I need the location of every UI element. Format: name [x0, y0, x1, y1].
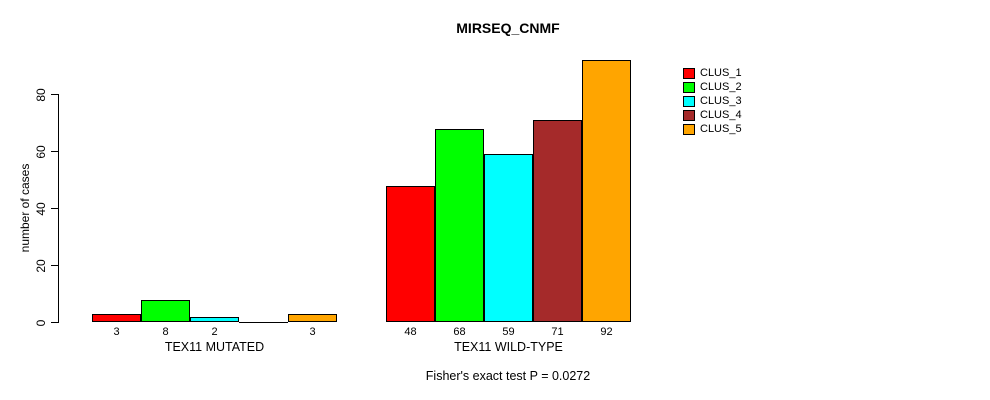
legend-label: CLUS_4 — [700, 109, 742, 122]
category-label: TEX11 WILD-TYPE — [454, 340, 563, 354]
y-axis-tick — [51, 151, 58, 152]
bar-clus_1-group1 — [92, 313, 141, 323]
y-axis-tick-label: 0 — [34, 319, 48, 326]
legend-item-clus_2: CLUS_2 — [683, 80, 742, 94]
y-axis-label: number of cases — [18, 163, 32, 253]
category-label: TEX11 MUTATED — [164, 340, 265, 354]
y-axis-line — [58, 94, 59, 323]
y-axis-tick-label: 80 — [34, 87, 48, 102]
y-axis-tick — [51, 208, 58, 209]
bar-clus_5-group2 — [582, 60, 631, 323]
bar-clus_3-group1 — [190, 316, 239, 323]
bar-clus_2-group1 — [141, 299, 190, 323]
legend-item-clus_3: CLUS_3 — [683, 94, 742, 108]
legend-label: CLUS_2 — [700, 80, 742, 93]
legend-swatch-icon — [683, 81, 695, 93]
bar-value-label: 71 — [551, 326, 564, 338]
bar-clus_4-group2 — [533, 120, 582, 323]
chart-title: MIRSEQ_CNMF — [456, 20, 560, 36]
legend-label: CLUS_5 — [700, 123, 742, 136]
legend-swatch-icon — [683, 95, 695, 107]
bar-value-label: 2 — [211, 326, 218, 338]
bar-clus_2-group2 — [435, 128, 484, 323]
bar-value-label: 8 — [162, 326, 169, 338]
y-axis-tick — [51, 322, 58, 323]
legend-swatch-icon — [683, 67, 695, 79]
bar-value-label: 3 — [113, 326, 120, 338]
legend-item-clus_4: CLUS_4 — [683, 109, 742, 123]
bar-value-label: 59 — [502, 326, 515, 338]
bar-clus_5-group1 — [288, 313, 337, 323]
y-axis-tick-label: 20 — [34, 258, 48, 273]
y-axis-tick — [51, 94, 58, 95]
bar-clus_1-group2 — [386, 185, 435, 323]
legend-label: CLUS_3 — [700, 94, 742, 107]
bar-value-label: 3 — [309, 326, 316, 338]
legend: CLUS_1 CLUS_2 CLUS_3 CLUS_4 CLUS_5 — [683, 66, 742, 137]
bar-clus_4-group1 — [239, 321, 288, 323]
legend-item-clus_5: CLUS_5 — [683, 123, 742, 137]
bar-clus_3-group2 — [484, 154, 533, 323]
bar-value-label: 92 — [600, 326, 613, 338]
y-axis-tick-label: 60 — [34, 144, 48, 159]
legend-swatch-icon — [683, 110, 695, 122]
bar-value-label: 48 — [404, 326, 417, 338]
y-axis-tick — [51, 265, 58, 266]
legend-item-clus_1: CLUS_1 — [683, 66, 742, 80]
bar-value-label: 68 — [453, 326, 466, 338]
legend-label: CLUS_1 — [700, 66, 742, 79]
legend-swatch-icon — [683, 124, 695, 136]
y-axis-tick-label: 40 — [34, 201, 48, 216]
annotation-text: Fisher's exact test P = 0.0272 — [425, 369, 591, 383]
